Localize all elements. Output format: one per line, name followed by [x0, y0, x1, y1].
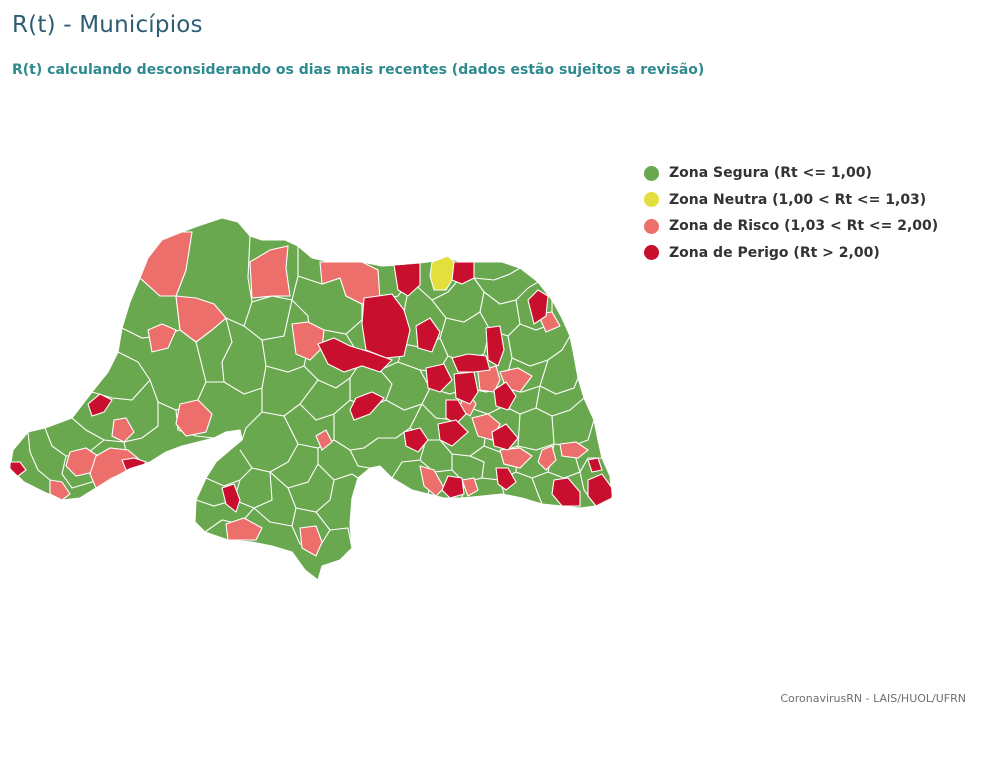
municipality-risk[interactable]	[175, 399, 213, 437]
legend-item-neutral[interactable]: Zona Neutra (1,00 < Rt <= 1,03)	[644, 187, 938, 214]
municipality-risk[interactable]	[477, 365, 501, 393]
municipality-risk[interactable]	[49, 479, 71, 501]
map-legend: Zona Segura (Rt <= 1,00) Zona Neutra (1,…	[644, 160, 938, 266]
municipality-danger[interactable]	[441, 475, 465, 499]
municipality-danger[interactable]	[437, 419, 469, 447]
municipality-danger[interactable]	[587, 457, 603, 473]
legend-item-danger[interactable]: Zona de Perigo (Rt > 2,00)	[644, 240, 938, 267]
legend-dot-safe	[644, 165, 659, 181]
legend-label-danger: Zona de Perigo (Rt > 2,00)	[669, 244, 880, 261]
legend-dot-risk	[644, 218, 659, 234]
municipality-risk[interactable]	[537, 445, 557, 471]
municipality-risk[interactable]	[147, 323, 177, 353]
municipality-risk[interactable]	[315, 429, 333, 451]
municipality-risk[interactable]	[299, 525, 323, 557]
municipality-risk[interactable]	[111, 417, 135, 443]
municipality-danger[interactable]	[361, 293, 411, 359]
municipality-risk[interactable]	[499, 447, 533, 469]
credit-text: CoronavirusRN - LAIS/HUOL/UFRN	[780, 692, 966, 705]
municipality-danger[interactable]	[587, 473, 612, 507]
municipality-risk[interactable]	[225, 517, 263, 541]
legend-label-neutral: Zona Neutra (1,00 < Rt <= 1,03)	[669, 191, 927, 208]
municipality-risk[interactable]	[175, 295, 227, 343]
legend-item-risk[interactable]: Zona de Risco (1,03 < Rt <= 2,00)	[644, 213, 938, 240]
page-title: R(t) - Municípios	[12, 12, 203, 38]
municipality-risk[interactable]	[559, 441, 589, 459]
municipality-danger[interactable]	[425, 363, 453, 393]
municipality-danger[interactable]	[491, 423, 519, 451]
municipality-danger[interactable]	[87, 393, 113, 417]
municipality-danger[interactable]	[403, 427, 429, 453]
municipality-risk[interactable]	[319, 261, 381, 305]
municipality-neutral[interactable]	[429, 255, 455, 291]
municipality-danger[interactable]	[527, 289, 549, 325]
municipality-danger[interactable]	[453, 371, 479, 405]
municipality-risk[interactable]	[461, 477, 479, 497]
legend-label-risk: Zona de Risco (1,03 < Rt <= 2,00)	[669, 218, 939, 235]
risk-zone-group	[49, 231, 589, 557]
municipality-risk[interactable]	[419, 465, 445, 497]
municipality-danger[interactable]	[451, 353, 491, 373]
municipality-danger[interactable]	[349, 391, 385, 421]
municipality-danger[interactable]	[221, 483, 241, 513]
municipality-risk[interactable]	[249, 245, 291, 299]
municipality-danger[interactable]	[415, 317, 441, 353]
legend-label-safe: Zona Segura (Rt <= 1,00)	[669, 165, 872, 182]
page-subtitle: R(t) calculando desconsiderando os dias …	[12, 62, 705, 78]
legend-item-safe[interactable]: Zona Segura (Rt <= 1,00)	[644, 160, 938, 187]
municipality-danger[interactable]	[493, 381, 517, 411]
legend-dot-neutral	[644, 192, 659, 208]
danger-zone-group	[10, 261, 612, 513]
municipality-danger[interactable]	[445, 399, 467, 425]
municipality-danger[interactable]	[317, 337, 393, 373]
legend-dot-danger	[644, 245, 659, 261]
municipality-danger[interactable]	[485, 325, 505, 367]
municipality-danger[interactable]	[551, 477, 581, 507]
municipality-danger[interactable]	[495, 467, 517, 491]
